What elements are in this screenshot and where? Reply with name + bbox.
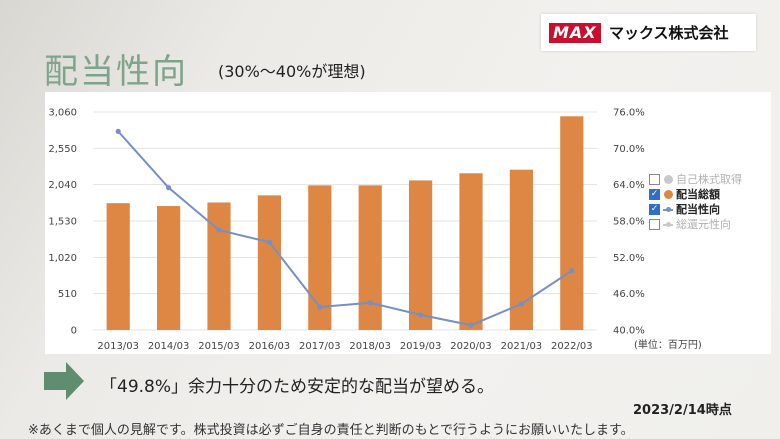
- legend-marker: [663, 220, 673, 230]
- legend-marker: [663, 175, 673, 185]
- bar: [257, 195, 281, 330]
- company-logo: MAX マックス株式会社: [541, 14, 756, 51]
- x-tick-label: 2017/03: [299, 341, 341, 352]
- line-point: [418, 312, 424, 318]
- y-left-tick-label: 510: [58, 289, 77, 300]
- bar: [560, 116, 584, 330]
- y-left-tick-label: 0: [71, 326, 77, 337]
- bar: [459, 173, 483, 330]
- dividend-chart: 3,060 76.0% 2,550 70.0% 2,040 64.0% 1,530 58.0%…: [48, 108, 645, 353]
- bar: [308, 185, 332, 330]
- unit-label: (単位：百万円): [634, 340, 702, 351]
- bar: [409, 180, 433, 330]
- x-tick-label: 2015/03: [198, 341, 240, 352]
- line-point: [166, 185, 172, 191]
- legend-checkbox[interactable]: [649, 219, 660, 230]
- legend-item[interactable]: 総還元性向: [649, 217, 742, 232]
- x-tick-label: 2019/03: [400, 341, 442, 352]
- legend-item[interactable]: ✓ 配当総額: [649, 187, 742, 202]
- chart-legend: 自己株式取得 ✓ 配当総額 ✓ 配当性向総還元性向: [649, 172, 742, 232]
- legend-label: 自己株式取得: [676, 173, 742, 186]
- bar: [509, 169, 533, 330]
- y-right-tick-label: 46.0%: [613, 289, 645, 300]
- line-point: [518, 301, 524, 307]
- legend-marker: [663, 190, 673, 200]
- line-point: [216, 227, 222, 233]
- conclusion-statement: 「49.8%」余力十分のため安定的な配当が望める。: [100, 377, 495, 397]
- legend-checkbox[interactable]: ✓: [649, 189, 660, 200]
- disclaimer-note: ※あくまで個人の見解です。株式投資は必ずご自身の責任と判断のもとで行うようにお願…: [28, 423, 634, 438]
- page-title: 配当性向: [44, 52, 188, 92]
- line-point: [317, 304, 323, 310]
- legend-marker: [663, 205, 673, 215]
- legend-checkbox[interactable]: ✓: [649, 204, 660, 215]
- bar: [157, 206, 181, 330]
- y-right-tick-label: 64.0%: [613, 180, 645, 191]
- logo-company-name: マックス株式会社: [609, 24, 729, 42]
- line-point: [115, 128, 121, 134]
- line-point: [468, 322, 474, 328]
- y-left-tick-label: 1,530: [48, 217, 77, 228]
- x-tick-label: 2016/03: [249, 341, 291, 352]
- y-right-tick-label: 52.0%: [613, 253, 645, 264]
- y-right-tick-label: 58.0%: [613, 217, 645, 228]
- y-right-tick-label: 76.0%: [613, 108, 645, 119]
- x-tick-label: 2013/03: [97, 341, 139, 352]
- legend-item[interactable]: ✓ 配当性向: [649, 202, 742, 217]
- legend-item[interactable]: 自己株式取得: [649, 172, 742, 187]
- legend-checkbox[interactable]: [649, 174, 660, 185]
- line-point: [569, 268, 575, 274]
- x-tick-label: 2018/03: [349, 341, 391, 352]
- y-left-tick-label: 2,550: [48, 144, 77, 155]
- line-point: [367, 300, 373, 306]
- bar: [358, 185, 382, 330]
- arrow-right-icon: [44, 362, 84, 400]
- logo-brand: MAX: [549, 23, 601, 43]
- legend-label: 配当総額: [676, 188, 720, 201]
- page-subtitle: (30%〜40%が理想): [218, 62, 366, 81]
- x-tick-label: 2014/03: [148, 341, 190, 352]
- y-left-tick-label: 3,060: [48, 108, 77, 119]
- y-left-tick-label: 2,040: [48, 180, 77, 191]
- line-point: [266, 239, 272, 245]
- x-tick-label: 2021/03: [501, 341, 543, 352]
- y-left-tick-label: 1,020: [48, 253, 77, 264]
- bar: [106, 203, 130, 330]
- y-right-tick-label: 40.0%: [613, 326, 645, 337]
- x-tick-label: 2022/03: [551, 341, 593, 352]
- payout-ratio-line: [117, 130, 573, 327]
- bar: [207, 202, 231, 330]
- legend-label: 配当性向: [676, 203, 720, 216]
- legend-label: 総還元性向: [676, 218, 731, 231]
- x-tick-label: 2020/03: [450, 341, 492, 352]
- y-right-tick-label: 70.0%: [613, 144, 645, 155]
- as-of-date: 2023/2/14時点: [633, 403, 732, 418]
